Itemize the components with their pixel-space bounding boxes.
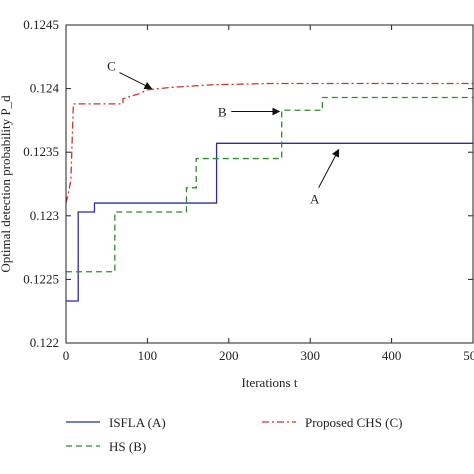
annotation-label: A <box>310 192 320 207</box>
x-tick-label: 300 <box>300 348 320 363</box>
x-tick-label: 500 <box>463 348 474 363</box>
y-tick-label: 0.123 <box>30 208 59 223</box>
legend: ISFLA (A) Proposed CHS (C) HS (B) <box>66 415 403 454</box>
annotation-label: C <box>107 59 116 74</box>
x-tick-label: 200 <box>219 348 239 363</box>
y-tick-label: 0.1245 <box>23 17 59 32</box>
x-tick-label: 100 <box>138 348 158 363</box>
legend-label: HS (B) <box>109 439 146 454</box>
series-layer <box>65 82 473 302</box>
series-line-1 <box>66 142 473 302</box>
x-tick-label: 400 <box>382 348 402 363</box>
series-line-3 <box>65 82 473 204</box>
annotations-layer: C B A <box>107 59 340 207</box>
annotation-arrow <box>119 72 153 90</box>
y-axis-label: Optimal detection probability P_d <box>0 95 13 273</box>
annotation-label: B <box>218 104 227 119</box>
y-tick-label: 0.1235 <box>23 144 59 159</box>
plot-frame <box>65 24 474 344</box>
y-tick-label: 0.124 <box>30 81 60 96</box>
series-line-2 <box>66 96 473 273</box>
y-tick-label: 0.1225 <box>23 271 59 286</box>
y-tick-label: 0.122 <box>30 335 59 350</box>
legend-label: Proposed CHS (C) <box>305 415 403 430</box>
x-axis-label: Iterations t <box>242 375 298 390</box>
legend-label: ISFLA (A) <box>109 415 166 430</box>
annotation-arrow <box>318 148 340 188</box>
ticks-layer: 0 100 200 300 400 500 0.122 0.1225 0.123 0.1235 0.… <box>23 17 474 363</box>
x-tick-label: 0 <box>63 348 70 363</box>
